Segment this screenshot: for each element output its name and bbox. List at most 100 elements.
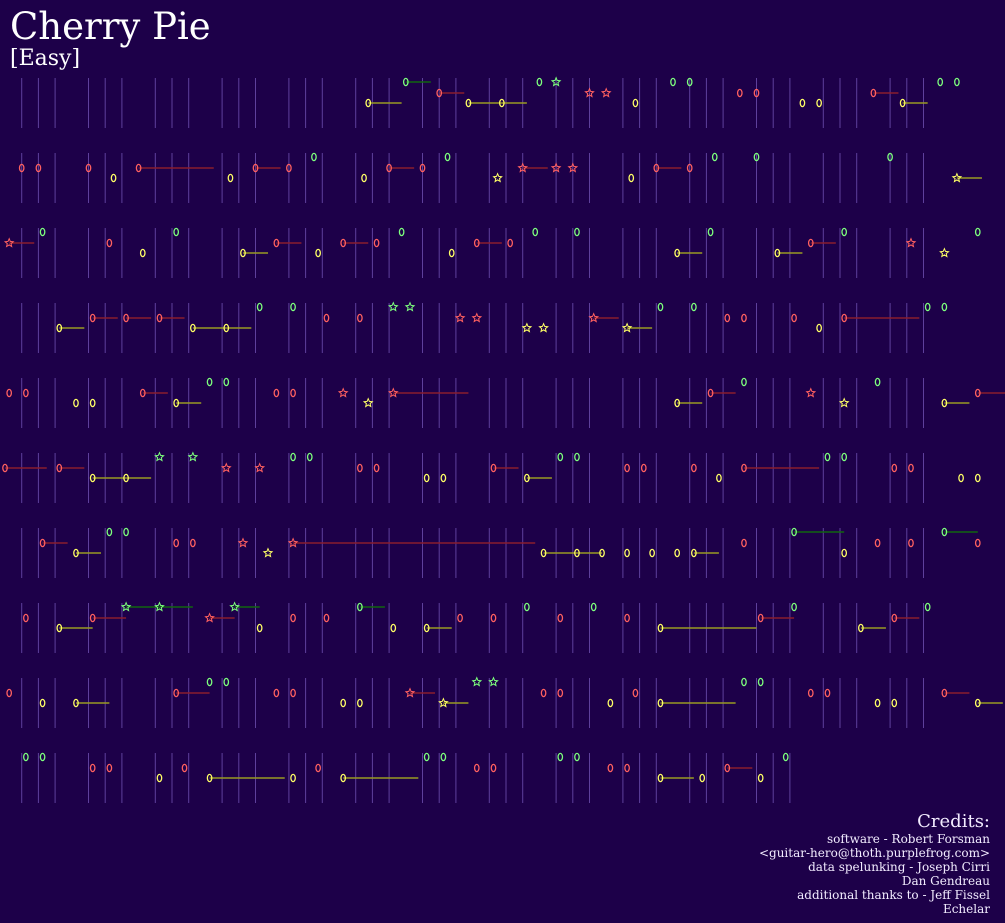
credits-heading: Credits: <box>917 811 990 832</box>
ring-icon <box>2 463 8 473</box>
ring-icon <box>824 688 831 698</box>
credits-block: Credits: software - Robert Forsman <guit… <box>759 811 990 917</box>
ring-icon <box>465 98 472 108</box>
ring-icon <box>390 623 397 633</box>
star-icon <box>471 676 483 687</box>
ring-icon <box>357 313 363 323</box>
ring-icon <box>974 538 981 548</box>
ring-icon <box>841 548 848 558</box>
ring-icon <box>323 613 330 623</box>
ring-icon <box>632 688 639 698</box>
ring-icon <box>315 763 321 773</box>
ring-icon <box>791 602 797 612</box>
ring-icon <box>39 538 46 548</box>
ring-icon <box>574 548 580 558</box>
ring-icon <box>653 163 660 173</box>
ring-icon <box>741 677 747 687</box>
star-icon <box>621 322 633 333</box>
chart-row <box>4 301 948 353</box>
ring-icon <box>123 527 129 537</box>
ring-icon <box>89 398 96 408</box>
chart-row <box>4 676 1003 728</box>
star-icon <box>517 162 529 173</box>
ring-icon <box>891 698 898 708</box>
ring-icon <box>286 163 292 173</box>
ring-icon <box>135 163 142 173</box>
ring-icon <box>674 248 681 258</box>
ring-icon <box>741 538 747 548</box>
ring-icon <box>757 773 764 783</box>
ring-icon <box>557 752 564 762</box>
ring-icon <box>73 698 79 708</box>
star-icon <box>287 537 299 548</box>
ring-icon <box>908 538 914 548</box>
ring-icon <box>753 88 760 98</box>
ring-icon <box>657 623 664 633</box>
ring-icon <box>473 763 480 773</box>
ring-icon <box>574 752 580 762</box>
ring-icon <box>924 602 931 612</box>
ring-icon <box>18 163 25 173</box>
ring-icon <box>357 463 363 473</box>
ring-icon <box>89 763 96 773</box>
star-icon <box>154 601 165 612</box>
ring-icon <box>691 463 697 473</box>
chart-row <box>4 377 1005 428</box>
ring-icon <box>699 773 706 783</box>
ring-icon <box>941 302 948 312</box>
star-icon <box>3 237 15 248</box>
ring-icon <box>757 677 764 687</box>
ring-icon <box>657 302 664 312</box>
ring-icon <box>39 698 46 708</box>
ring-icon <box>252 163 259 173</box>
ring-icon <box>657 773 664 783</box>
ring-icon <box>941 688 948 698</box>
star-icon <box>905 237 917 248</box>
ring-icon <box>841 452 848 462</box>
ring-icon <box>419 163 426 173</box>
ring-icon <box>908 463 914 473</box>
star-icon <box>254 462 266 473</box>
ring-icon <box>56 323 63 333</box>
star-icon <box>951 172 963 183</box>
ring-icon <box>791 313 797 323</box>
chart-row <box>4 601 942 653</box>
ring-icon <box>123 313 129 323</box>
ring-icon <box>365 98 372 108</box>
ring-icon <box>6 688 13 698</box>
ring-icon <box>386 163 392 173</box>
ring-icon <box>290 688 296 698</box>
ring-icon <box>874 538 881 548</box>
ring-icon <box>423 473 430 483</box>
ring-icon <box>56 463 63 473</box>
star-icon <box>838 397 850 408</box>
ring-icon <box>791 527 797 537</box>
ring-icon <box>35 163 42 173</box>
ring-icon <box>624 548 630 558</box>
ring-icon <box>373 238 380 248</box>
ring-icon <box>73 548 79 558</box>
ring-icon <box>874 698 881 708</box>
ring-icon <box>887 152 893 162</box>
ring-icon <box>774 248 781 258</box>
ring-icon <box>173 398 180 408</box>
ring-icon <box>290 388 296 398</box>
ring-icon <box>240 248 246 258</box>
ring-icon <box>490 763 497 773</box>
credit-line: additional thanks to - Jeff Fissel <box>797 888 990 902</box>
star-icon <box>584 87 595 98</box>
ring-icon <box>398 227 405 237</box>
ring-icon <box>782 752 789 762</box>
ring-icon <box>223 677 230 687</box>
ring-icon <box>590 602 597 612</box>
star-icon <box>454 312 466 323</box>
ring-icon <box>741 313 747 323</box>
ring-icon <box>190 538 196 548</box>
ring-icon <box>607 763 614 773</box>
ring-icon <box>89 473 96 483</box>
ring-icon <box>490 613 497 623</box>
ring-icon <box>757 613 764 623</box>
ring-icon <box>736 88 743 98</box>
ring-icon <box>440 752 447 762</box>
ring-icon <box>624 463 630 473</box>
